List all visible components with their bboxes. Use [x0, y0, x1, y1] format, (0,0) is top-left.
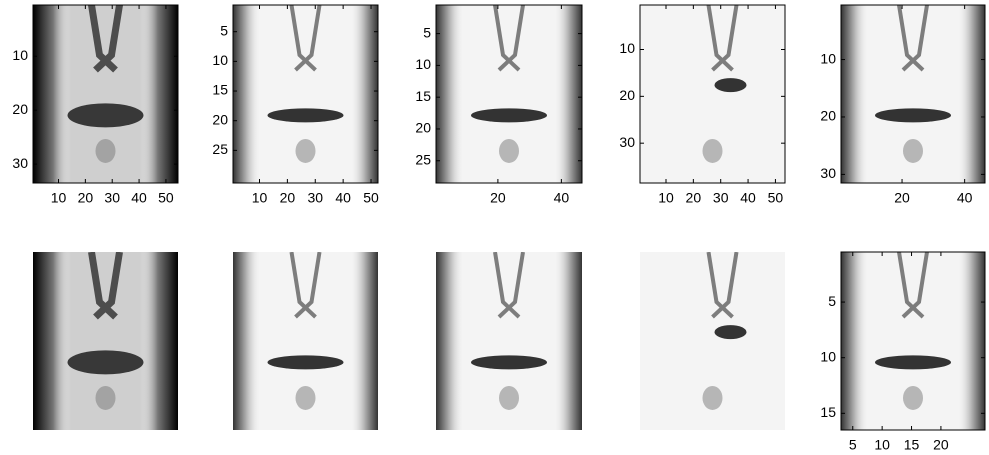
mouth [875, 108, 951, 123]
x-tick-label: 10 [252, 190, 268, 206]
chin [499, 138, 519, 163]
x-tick-label: 10 [874, 437, 890, 453]
y-tick-label: 20 [212, 111, 228, 127]
mouth [875, 355, 951, 370]
y-tick-label: 10 [212, 52, 228, 68]
x-tick-label: 10 [51, 190, 67, 206]
y-tick-label: 30 [12, 155, 28, 171]
y-tick-label: 30 [820, 165, 836, 181]
chin [295, 385, 316, 410]
mouth [714, 78, 747, 93]
y-tick-label: 25 [415, 151, 431, 167]
axes-frame [435, 4, 583, 184]
face-image [33, 5, 178, 183]
mouth [267, 108, 344, 123]
axes-frame [232, 4, 379, 184]
x-tick-label: 20 [490, 190, 506, 206]
x-tick-label: 20 [686, 190, 702, 206]
mouth [471, 355, 547, 370]
y-tick-label: 15 [212, 82, 228, 98]
x-tick-label: 30 [307, 190, 323, 206]
y-tick-label: 20 [12, 101, 28, 117]
y-tick-label: 30 [619, 134, 635, 150]
nose [289, 5, 322, 72]
axes-frame [840, 4, 986, 184]
face-image [640, 252, 785, 430]
y-tick-label: 10 [12, 47, 28, 63]
chin [903, 385, 923, 410]
chin [95, 138, 116, 163]
nose [897, 5, 929, 72]
x-tick-label: 50 [768, 190, 784, 206]
chin [702, 385, 723, 410]
x-tick-label: 30 [104, 190, 120, 206]
x-tick-label: 10 [658, 190, 674, 206]
face-image [233, 5, 378, 183]
x-tick-label: 20 [78, 190, 94, 206]
y-tick-label: 5 [423, 24, 431, 40]
chin [295, 138, 316, 163]
face-image [233, 252, 378, 430]
chin [702, 138, 723, 163]
y-tick-label: 10 [619, 40, 635, 56]
y-tick-label: 25 [212, 141, 228, 157]
y-tick-label: 20 [415, 120, 431, 136]
x-tick-label: 5 [849, 437, 857, 453]
x-tick-label: 40 [740, 190, 756, 206]
nose [897, 252, 929, 319]
x-tick-label: 15 [904, 437, 920, 453]
nose [706, 5, 739, 72]
face-image [640, 5, 785, 183]
mouth [471, 108, 547, 123]
nose [706, 252, 739, 319]
mouth [714, 325, 747, 340]
x-tick-label: 40 [335, 190, 351, 206]
mouth [67, 103, 144, 128]
x-tick-label: 20 [280, 190, 296, 206]
axes-frame [639, 4, 786, 184]
axes-frame [32, 4, 179, 184]
y-tick-label: 20 [619, 87, 635, 103]
nose [493, 5, 525, 72]
x-tick-label: 50 [158, 190, 174, 206]
face-image [841, 5, 985, 183]
y-tick-label: 10 [415, 56, 431, 72]
y-tick-label: 5 [220, 22, 228, 38]
chin [499, 385, 519, 410]
face-image [33, 252, 178, 430]
nose [88, 5, 123, 73]
face-image [436, 5, 582, 183]
y-tick-label: 20 [820, 108, 836, 124]
y-tick-label: 10 [820, 50, 836, 66]
x-tick-label: 50 [363, 190, 379, 206]
y-tick-label: 10 [820, 348, 836, 364]
y-tick-label: 15 [820, 404, 836, 420]
chin [903, 138, 923, 163]
y-tick-label: 5 [828, 293, 836, 309]
mouth [267, 355, 344, 370]
x-tick-label: 40 [554, 190, 570, 206]
face-image [436, 252, 582, 430]
nose [289, 252, 322, 319]
face-image [841, 252, 985, 430]
mouth [67, 350, 144, 375]
x-tick-label: 40 [131, 190, 147, 206]
x-tick-label: 40 [957, 190, 973, 206]
x-tick-label: 20 [933, 437, 949, 453]
nose [493, 252, 525, 319]
chin [95, 385, 116, 410]
axes-frame [840, 251, 986, 431]
y-tick-label: 15 [415, 88, 431, 104]
nose [88, 252, 123, 320]
x-tick-label: 20 [894, 190, 910, 206]
x-tick-label: 30 [713, 190, 729, 206]
